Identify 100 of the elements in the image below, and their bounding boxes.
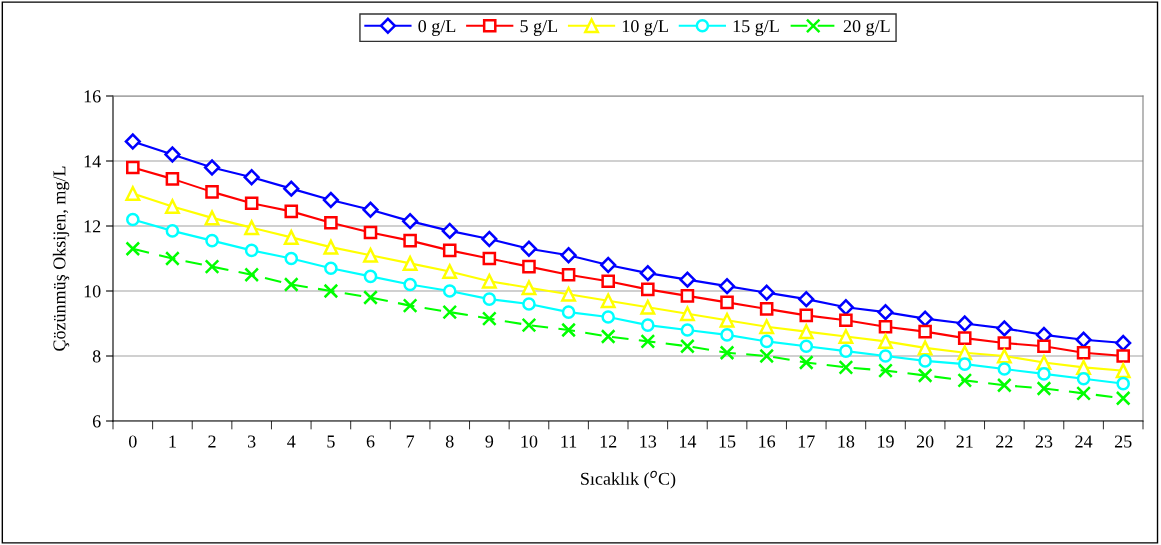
point xyxy=(718,278,736,295)
point xyxy=(1115,334,1132,352)
point xyxy=(322,191,340,209)
x-tick-label: 12 xyxy=(600,435,617,448)
point xyxy=(758,284,775,301)
point xyxy=(244,196,259,211)
legend-label: 5 g/L xyxy=(520,20,558,36)
point xyxy=(560,247,577,264)
point xyxy=(957,372,973,388)
point xyxy=(403,277,417,292)
point xyxy=(680,289,695,303)
x-tick-label: 18 xyxy=(838,435,855,448)
point xyxy=(918,324,932,339)
point xyxy=(363,247,378,263)
point xyxy=(363,225,378,240)
x-tick-label: 13 xyxy=(640,435,657,448)
point xyxy=(561,305,576,319)
point xyxy=(679,338,695,354)
legend-label: 15 g/L xyxy=(733,20,779,36)
x-tick-label: 15 xyxy=(719,435,736,448)
point xyxy=(956,315,973,332)
x-tick-label: 2 xyxy=(208,435,216,448)
point xyxy=(522,297,536,311)
point xyxy=(164,199,180,214)
point xyxy=(641,318,655,332)
x-tick-label: 22 xyxy=(996,435,1013,448)
point xyxy=(442,243,457,258)
point xyxy=(283,277,299,292)
x-tick-label: 5 xyxy=(327,435,335,448)
point xyxy=(442,264,458,279)
point xyxy=(1116,376,1130,391)
point xyxy=(283,180,300,197)
point xyxy=(601,310,615,324)
x-tick-label: 1 xyxy=(169,435,176,448)
point xyxy=(799,308,814,323)
point xyxy=(481,230,498,248)
point xyxy=(917,340,933,356)
point xyxy=(1037,367,1051,381)
point xyxy=(877,304,894,321)
y-tick-label: 10 xyxy=(84,285,101,298)
point xyxy=(165,224,180,238)
point xyxy=(442,284,457,298)
point xyxy=(639,265,656,282)
point xyxy=(284,251,299,266)
point xyxy=(997,336,1012,350)
point xyxy=(759,334,774,349)
point xyxy=(917,368,933,383)
point xyxy=(363,269,378,284)
point xyxy=(641,282,655,297)
point xyxy=(837,299,855,316)
point xyxy=(125,186,141,201)
point xyxy=(997,362,1012,376)
x-tick-label: 20 xyxy=(916,435,934,448)
x-tick-label: 16 xyxy=(759,435,776,448)
x-tick-label: 10 xyxy=(521,435,538,448)
point xyxy=(996,320,1013,337)
point xyxy=(481,273,497,289)
point xyxy=(481,311,497,327)
point xyxy=(520,240,538,257)
point xyxy=(798,355,814,370)
x-tick-label: 14 xyxy=(679,435,697,448)
y-tick-label: 12 xyxy=(84,220,101,233)
x-tick-label: 9 xyxy=(485,435,494,448)
point xyxy=(720,328,734,342)
x-tick-label: 24 xyxy=(1075,435,1093,448)
x-tick-label: 19 xyxy=(878,435,894,448)
point xyxy=(759,348,775,364)
point xyxy=(125,241,141,257)
point xyxy=(1076,345,1091,360)
x-tick-label: 21 xyxy=(956,435,973,448)
point xyxy=(878,363,893,379)
point xyxy=(324,261,338,276)
point xyxy=(401,213,419,230)
point xyxy=(165,172,180,186)
x-tick-label: 6 xyxy=(366,435,375,448)
point xyxy=(561,286,577,302)
point xyxy=(561,267,576,282)
point xyxy=(164,146,181,163)
point xyxy=(1037,339,1051,354)
point xyxy=(243,169,260,186)
point xyxy=(362,201,379,218)
point xyxy=(164,251,180,266)
point xyxy=(1115,390,1131,406)
point xyxy=(323,283,339,299)
point xyxy=(402,255,418,271)
point xyxy=(126,160,140,175)
point xyxy=(205,233,219,248)
x-tick-label: 0 xyxy=(128,435,137,448)
x-tick-label: 17 xyxy=(798,435,815,448)
point xyxy=(957,331,972,345)
point xyxy=(878,319,893,334)
point xyxy=(838,329,854,344)
x-tick-label: 7 xyxy=(406,435,415,448)
point xyxy=(561,322,577,338)
point xyxy=(996,377,1012,393)
point xyxy=(878,333,893,349)
point xyxy=(957,345,973,361)
point xyxy=(482,292,497,306)
point xyxy=(441,222,458,239)
legend-label: 0 g/L xyxy=(418,20,456,36)
